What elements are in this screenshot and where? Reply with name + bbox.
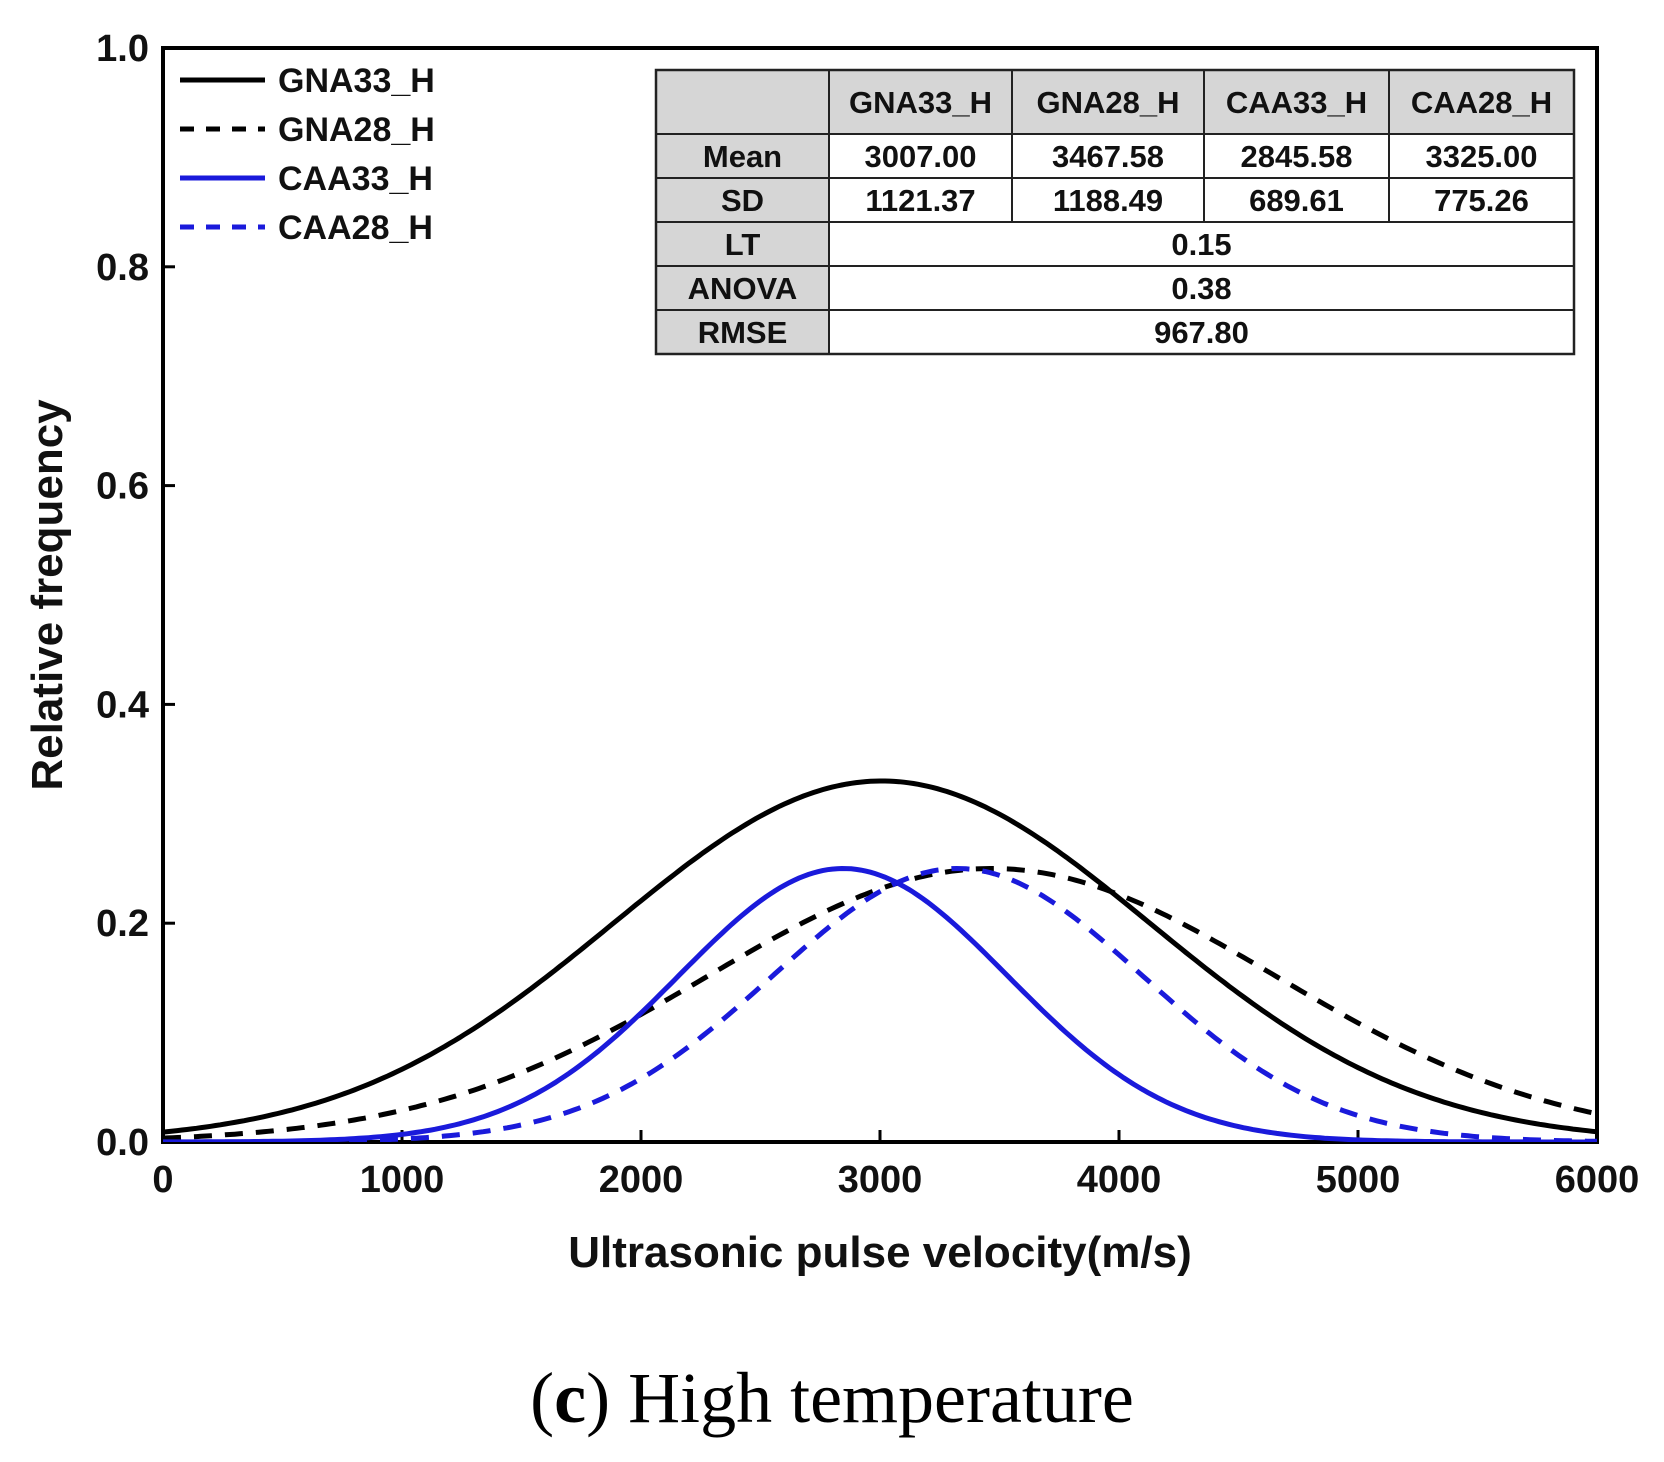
- series-line-caa28-h: [163, 865, 1597, 1142]
- figure-caption: (c) High temperature: [530, 1358, 1134, 1438]
- legend-label-caa33-h: CAA33_H: [278, 160, 433, 198]
- table-border: [654, 68, 1576, 356]
- y-tick-label-1_0: 1.0: [96, 28, 149, 70]
- x-tick-label-2000: 2000: [599, 1159, 684, 1201]
- series-line-gna28-h: [163, 866, 1597, 1141]
- stats-table: GNA33_H GNA28_H CAA33_H CAA28_H Mean 3007.00 3…: [654, 68, 1576, 356]
- series-line-caa33-h: [163, 865, 1597, 1142]
- table-cell-lt: 0.15: [1171, 227, 1231, 262]
- chart-canvas: 0 1000 2000 3000 4000 5000 6000 0.0 0.2 0.4 0.6 0.8…: [23, 28, 1640, 1277]
- y-tick-label-0_2: 0.2: [96, 903, 149, 945]
- y-tick-label-0_0: 0.0: [96, 1122, 149, 1164]
- x-tick-label-5000: 5000: [1316, 1159, 1401, 1201]
- table-header-caa28-h: CAA28_H: [1411, 85, 1552, 120]
- table-label-column-bg: [656, 70, 829, 354]
- x-tick-label-3000: 3000: [838, 1159, 923, 1201]
- table-cell-sd-gna33-h: 1121.37: [865, 183, 975, 218]
- series-line-gna33-h: [163, 778, 1597, 1135]
- y-tick-label-0_6: 0.6: [96, 466, 149, 508]
- y-axis-title: Relative frequency: [23, 399, 72, 791]
- table-row-label-anova: ANOVA: [688, 271, 798, 306]
- table-cell-sd-gna28-h: 1188.49: [1053, 183, 1163, 218]
- table-row-label-lt: LT: [725, 227, 761, 262]
- y-tick-label-0_4: 0.4: [96, 684, 149, 726]
- table-cell-mean-gna28-h: 3467.58: [1052, 139, 1164, 174]
- table-cell-sd-caa33-h: 689.61: [1249, 183, 1344, 218]
- x-axis-title: Ultrasonic pulse velocity(m/s): [568, 1228, 1192, 1277]
- legend-label-gna33-h: GNA33_H: [278, 62, 435, 100]
- legend: GNA33_H GNA28_H CAA33_H CAA28_H: [180, 62, 435, 247]
- table-header-gna33-h: GNA33_H: [849, 85, 992, 120]
- table-cell-mean-caa28-h: 3325.00: [1425, 139, 1537, 174]
- table-header-gna28-h: GNA28_H: [1037, 85, 1180, 120]
- table-cell-mean-caa33-h: 2845.58: [1240, 139, 1352, 174]
- table-row-label-sd: SD: [721, 183, 764, 218]
- legend-label-caa28-h: CAA28_H: [278, 209, 433, 247]
- x-tick-label-4000: 4000: [1077, 1159, 1162, 1201]
- x-tick-label-1000: 1000: [360, 1159, 445, 1201]
- plot-frame: [161, 46, 1599, 1144]
- table-cell-mean-gna33-h: 3007.00: [864, 139, 976, 174]
- y-tick-label-0_8: 0.8: [96, 247, 149, 289]
- x-tick-label-6000: 6000: [1555, 1159, 1640, 1201]
- table-header-caa33-h: CAA33_H: [1226, 85, 1367, 120]
- table-cell-rmse: 967.80: [1154, 315, 1249, 350]
- legend-label-gna28-h: GNA28_H: [278, 111, 435, 149]
- table-cell-anova: 0.38: [1171, 271, 1231, 306]
- caption-text: High temperature: [628, 1358, 1134, 1438]
- table-row-label-mean: Mean: [703, 139, 782, 174]
- table-cell-sd-caa28-h: 775.26: [1434, 183, 1529, 218]
- table-row-label-rmse: RMSE: [698, 315, 788, 350]
- x-tick-label-0: 0: [152, 1159, 173, 1201]
- caption-letter: c: [554, 1358, 587, 1438]
